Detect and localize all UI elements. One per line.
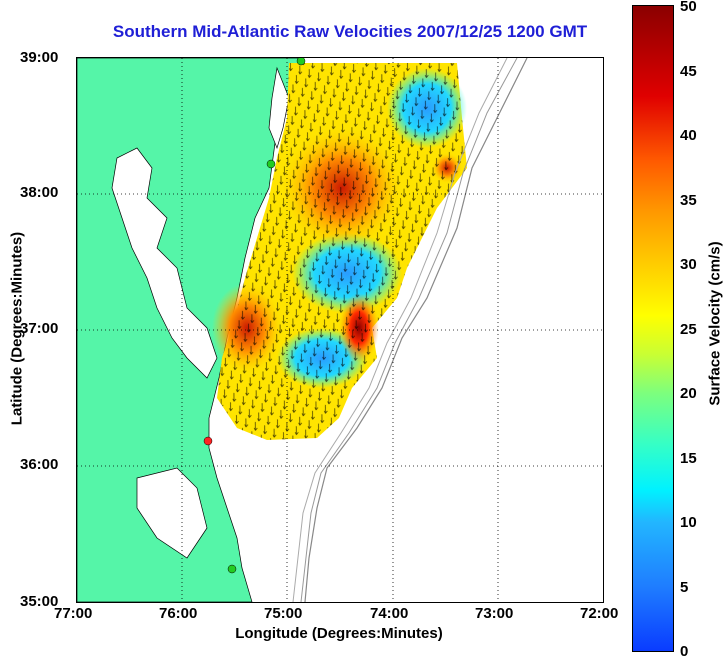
colorbar-tick-label: 40 xyxy=(680,127,697,144)
colorbar-tick-label: 25 xyxy=(680,321,697,338)
bathymetry-contour-3 xyxy=(292,58,508,602)
chesapeake-bay xyxy=(111,147,218,379)
x-tick-label: 76:00 xyxy=(159,605,198,622)
colorbar-tick-label: 0 xyxy=(680,643,689,660)
colorbar-tick-label: 20 xyxy=(680,385,697,402)
y-tick-label: 36:00 xyxy=(20,456,59,473)
velocity-vectors xyxy=(217,63,467,440)
colorbar-label: Surface Velocity (cm/s) xyxy=(706,241,724,406)
colorbar-tick-label: 45 xyxy=(680,63,697,80)
colorbar-tick-label: 10 xyxy=(680,514,697,531)
x-tick-label: 73:00 xyxy=(475,605,514,622)
x-tick-label: 72:00 xyxy=(580,605,619,622)
bathymetry-contour-1 xyxy=(304,58,528,602)
chart-title: Southern Mid-Atlantic Raw Velocities 200… xyxy=(112,22,588,41)
colorbar xyxy=(632,5,674,652)
colorbar-tick-label: 5 xyxy=(680,579,689,596)
y-tick-label: 35:00 xyxy=(20,593,59,610)
x-axis-label: Longitude (Degrees:Minutes) xyxy=(235,625,443,642)
colorbar-tick-label: 15 xyxy=(680,450,697,467)
x-tick-label: 75:00 xyxy=(264,605,303,622)
sound xyxy=(136,467,208,559)
y-tick-label: 39:00 xyxy=(20,49,59,66)
colorbar-tick-label: 50 xyxy=(680,0,697,15)
station-marker xyxy=(227,564,237,574)
map-plot-area xyxy=(76,57,604,603)
y-tick-label: 37:00 xyxy=(20,320,59,337)
x-tick-label: 77:00 xyxy=(54,605,93,622)
station-marker xyxy=(266,159,276,169)
x-tick-label: 74:00 xyxy=(370,605,409,622)
y-axis-label: Latitude (Degrees:Minutes) xyxy=(8,231,26,426)
grid-lines xyxy=(77,58,603,602)
colorbar-tick-label: 30 xyxy=(680,256,697,273)
station-marker xyxy=(203,436,213,446)
y-tick-label: 38:00 xyxy=(20,184,59,201)
map-svg xyxy=(77,58,603,602)
bathymetry-contour-2 xyxy=(300,58,518,602)
station-marker xyxy=(296,58,306,66)
colorbar-tick-label: 35 xyxy=(680,192,697,209)
